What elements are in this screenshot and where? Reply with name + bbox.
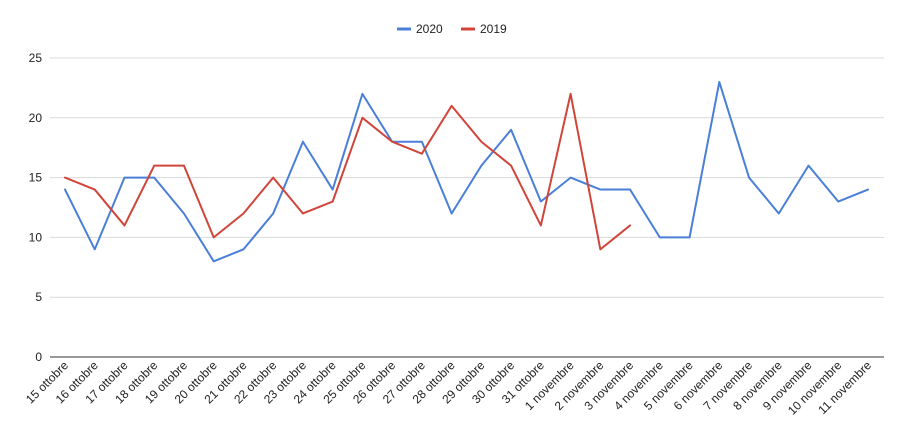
data-point-2020 bbox=[747, 175, 752, 180]
data-point-2019 bbox=[419, 151, 424, 156]
data-point-2020 bbox=[449, 211, 454, 216]
data-point-2019 bbox=[63, 175, 68, 180]
data-point-2020 bbox=[300, 139, 305, 144]
y-tick-label: 0 bbox=[35, 350, 42, 364]
series-line-2020 bbox=[64, 80, 869, 263]
data-point-2019 bbox=[509, 163, 514, 168]
series-line-2019 bbox=[64, 92, 632, 251]
legend-item-2020: 2020 bbox=[397, 22, 443, 36]
data-point-2019 bbox=[211, 235, 216, 240]
data-point-2019 bbox=[122, 223, 127, 228]
data-point-2020 bbox=[122, 175, 127, 180]
data-point-2019 bbox=[479, 139, 484, 144]
chart-gridlines bbox=[50, 57, 884, 358]
y-tick-label: 20 bbox=[29, 111, 43, 125]
data-point-2019 bbox=[152, 163, 157, 168]
data-point-2019 bbox=[568, 91, 573, 96]
legend-item-2019: 2019 bbox=[461, 22, 507, 36]
data-point-2020 bbox=[419, 139, 424, 144]
data-point-2019 bbox=[92, 187, 97, 192]
data-point-2020 bbox=[330, 187, 335, 192]
data-point-2020 bbox=[63, 187, 68, 192]
y-tick-label: 15 bbox=[29, 171, 43, 185]
data-point-2020 bbox=[360, 91, 365, 96]
data-point-2020 bbox=[657, 235, 662, 240]
data-point-2020 bbox=[568, 175, 573, 180]
data-point-2020 bbox=[776, 211, 781, 216]
data-point-2020 bbox=[866, 187, 871, 192]
data-point-2020 bbox=[152, 175, 157, 180]
data-point-2019 bbox=[241, 211, 246, 216]
data-point-2019 bbox=[330, 199, 335, 204]
chart-series bbox=[63, 79, 871, 264]
data-point-2020 bbox=[836, 199, 841, 204]
y-tick-label: 10 bbox=[29, 230, 43, 244]
data-point-2020 bbox=[479, 163, 484, 168]
data-point-2020 bbox=[92, 247, 97, 252]
data-point-2019 bbox=[390, 139, 395, 144]
data-point-2020 bbox=[598, 187, 603, 192]
y-tick-label: 5 bbox=[35, 290, 42, 304]
data-point-2020 bbox=[509, 127, 514, 132]
legend-label: 2020 bbox=[416, 22, 443, 36]
data-point-2019 bbox=[300, 211, 305, 216]
data-point-2019 bbox=[360, 115, 365, 120]
data-point-2020 bbox=[628, 187, 633, 192]
data-point-2020 bbox=[271, 211, 276, 216]
data-point-2020 bbox=[241, 247, 246, 252]
data-point-2019 bbox=[598, 247, 603, 252]
data-point-2020 bbox=[687, 235, 692, 240]
data-point-2020 bbox=[717, 79, 722, 84]
data-point-2020 bbox=[538, 199, 543, 204]
data-point-2020 bbox=[211, 259, 216, 264]
data-point-2019 bbox=[271, 175, 276, 180]
y-tick-label: 25 bbox=[29, 51, 43, 65]
data-point-2019 bbox=[538, 223, 543, 228]
chart-legend: 2020 2019 bbox=[397, 22, 507, 36]
data-point-2019 bbox=[449, 103, 454, 108]
data-point-2019 bbox=[181, 163, 186, 168]
legend-label: 2019 bbox=[480, 22, 507, 36]
data-point-2019 bbox=[628, 223, 633, 228]
y-axis: 0 5 10 15 20 25 bbox=[29, 51, 43, 364]
data-point-2020 bbox=[806, 163, 811, 168]
data-point-2020 bbox=[181, 211, 186, 216]
